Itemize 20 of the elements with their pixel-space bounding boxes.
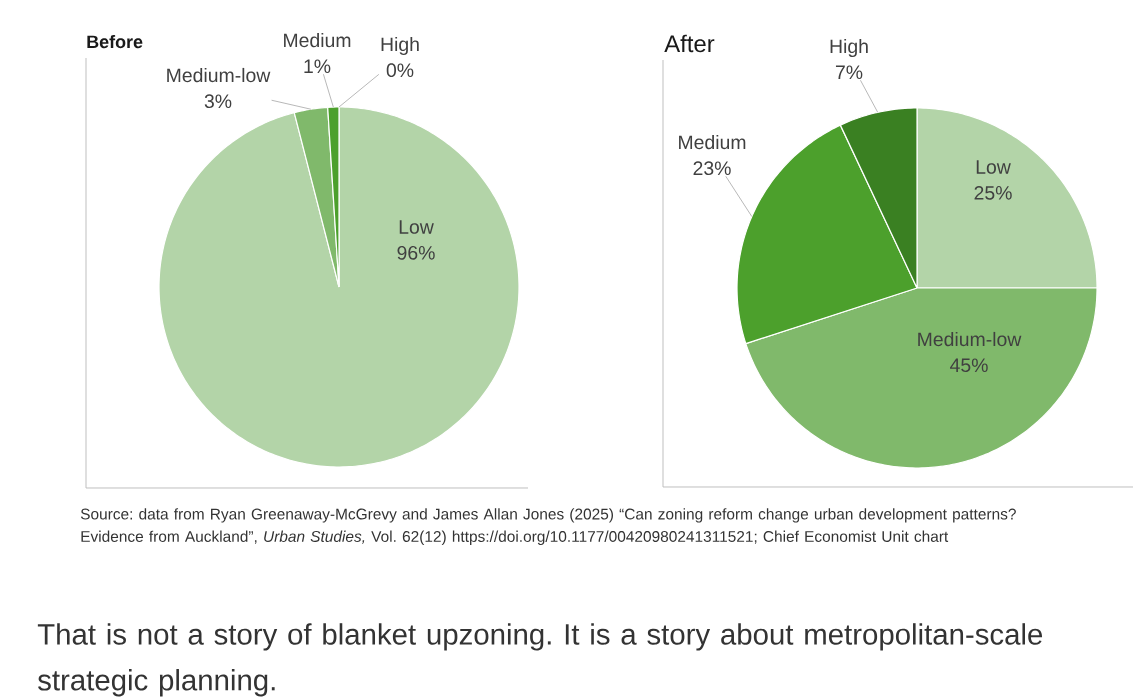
slice-label: Medium-low [167,67,271,83]
slice-label: Medium [284,32,351,48]
data-label: 3% [204,94,232,109]
source-note: Source: data from Ryan Greenaway-McGrevy and James Allan Jones (2025) “Can zoning reform change urban development patterns? Evidence from Auckland”, Urban Studies, Vol. 62(12) https://doi.org/10.1177/00420980241311521; Chief Economist Unit chart [80,508,1016,546]
category-label: High [381,36,419,56]
data-label: 1% [304,59,331,74]
chart-title: After [664,34,715,53]
data-label: 25% [974,185,1012,200]
slice-label: Medium-low [918,331,1022,347]
slice-label: Low [399,220,434,234]
text: That is not a story of blanket upzoning. It is a story about metropolitan-scale strategic planning. [37,623,1043,697]
data-label: 23% [693,161,731,176]
data-label: 96% [397,245,435,260]
slice-label: High [830,38,868,58]
slice-label: Medium [679,134,746,150]
text: 0% [386,63,414,78]
data-label: 7% [835,65,863,80]
chart-title: Before [87,34,143,49]
slice-label: Low [976,160,1011,174]
data-label: 45% [950,358,988,373]
